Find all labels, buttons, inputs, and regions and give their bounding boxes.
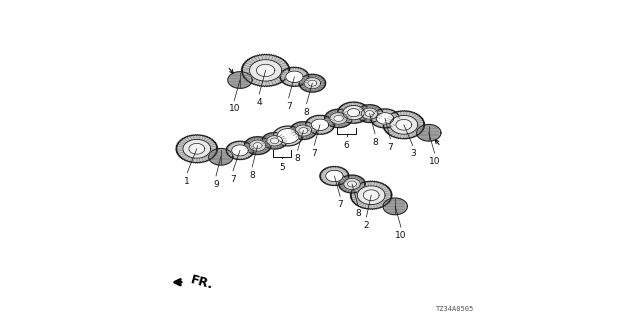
Text: 7: 7 [388,143,393,152]
Text: 10: 10 [429,157,440,166]
Polygon shape [334,115,343,122]
Text: 8: 8 [295,154,300,163]
Polygon shape [357,186,385,204]
Polygon shape [390,116,418,134]
Polygon shape [262,132,287,149]
Text: 4: 4 [257,98,262,107]
Polygon shape [189,143,205,154]
Polygon shape [285,71,303,83]
Polygon shape [273,126,303,146]
Polygon shape [270,138,279,144]
Polygon shape [343,106,364,120]
Polygon shape [290,122,317,140]
Polygon shape [326,170,343,182]
Polygon shape [176,135,218,163]
Polygon shape [244,137,271,155]
Polygon shape [365,111,374,116]
Polygon shape [257,64,275,76]
Polygon shape [348,108,360,117]
Polygon shape [305,115,335,134]
Polygon shape [250,60,282,81]
Text: 1: 1 [184,177,190,186]
Polygon shape [299,74,326,92]
Polygon shape [337,102,370,124]
Polygon shape [371,109,399,128]
Polygon shape [417,124,441,141]
Polygon shape [299,128,308,133]
Text: 10: 10 [228,104,240,113]
Polygon shape [311,119,329,131]
Polygon shape [232,145,248,156]
Polygon shape [253,143,262,148]
Text: 3: 3 [410,149,415,158]
Text: FR.: FR. [189,273,214,292]
Polygon shape [320,166,349,186]
Polygon shape [383,198,408,215]
Text: 8: 8 [372,138,378,147]
Text: 8: 8 [355,209,360,218]
Polygon shape [295,125,312,136]
Polygon shape [280,67,309,86]
Polygon shape [226,141,254,160]
Text: 8: 8 [304,108,309,116]
Text: 10: 10 [396,231,406,240]
Polygon shape [304,77,321,89]
Polygon shape [376,113,394,124]
Text: 7: 7 [337,200,343,209]
Polygon shape [228,72,252,88]
Polygon shape [344,178,360,190]
Text: 2: 2 [364,221,369,230]
Text: 7: 7 [230,175,236,184]
Polygon shape [209,148,233,165]
Polygon shape [383,111,425,139]
Polygon shape [348,181,356,187]
Text: 8: 8 [250,171,255,180]
Polygon shape [350,181,392,209]
Polygon shape [277,129,299,143]
Polygon shape [267,136,282,146]
Polygon shape [364,190,379,201]
Text: 7: 7 [312,149,317,158]
Polygon shape [241,54,290,87]
Polygon shape [356,105,383,123]
Polygon shape [339,175,365,193]
Polygon shape [362,108,378,119]
Text: 6: 6 [344,141,349,150]
Text: 7: 7 [286,102,291,111]
Text: 5: 5 [279,163,285,172]
Polygon shape [324,109,353,128]
Text: TZ34A0505: TZ34A0505 [436,306,474,312]
Polygon shape [308,80,317,86]
Polygon shape [396,119,412,130]
Polygon shape [250,140,266,151]
Polygon shape [330,113,348,124]
Polygon shape [183,140,211,158]
Text: 9: 9 [213,180,219,189]
